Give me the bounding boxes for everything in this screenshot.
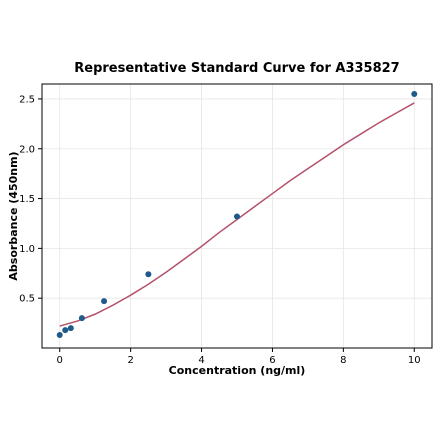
grid	[42, 84, 432, 348]
data-point	[145, 271, 152, 278]
chart-title: Representative Standard Curve for A33582…	[74, 61, 399, 76]
x-tick-label: 8	[340, 355, 346, 366]
plot-frame	[41, 83, 433, 349]
x-tick-label: 6	[269, 355, 275, 366]
y-tick-label: 2.0	[19, 144, 35, 155]
x-axis-label: Concentration (ng/ml)	[169, 364, 306, 377]
y-tick-label: 2.5	[19, 94, 35, 105]
data-point	[67, 325, 74, 332]
data-points-layer	[56, 90, 418, 339]
x-tick-label: 4	[198, 355, 204, 366]
y-tick-label: 1.5	[19, 194, 35, 205]
data-point	[62, 327, 69, 334]
data-point	[56, 332, 63, 339]
x-tick-label: 0	[57, 355, 63, 366]
y-tick-label: 1.0	[19, 244, 35, 255]
data-point	[234, 213, 240, 220]
data-point	[78, 315, 85, 322]
data-point	[101, 298, 108, 305]
x-tick-label: 2	[127, 355, 133, 366]
y-axis-ticks: 0.5 1.0 1.5 2.0 2.5	[19, 94, 42, 305]
x-axis-ticks: 0 2 4 6 8 10	[57, 348, 421, 366]
y-tick-label: 0.5	[19, 294, 35, 305]
data-point	[411, 90, 418, 97]
y-axis-label: Absorbance (450nm)	[7, 151, 20, 280]
x-tick-label: 10	[408, 355, 421, 366]
